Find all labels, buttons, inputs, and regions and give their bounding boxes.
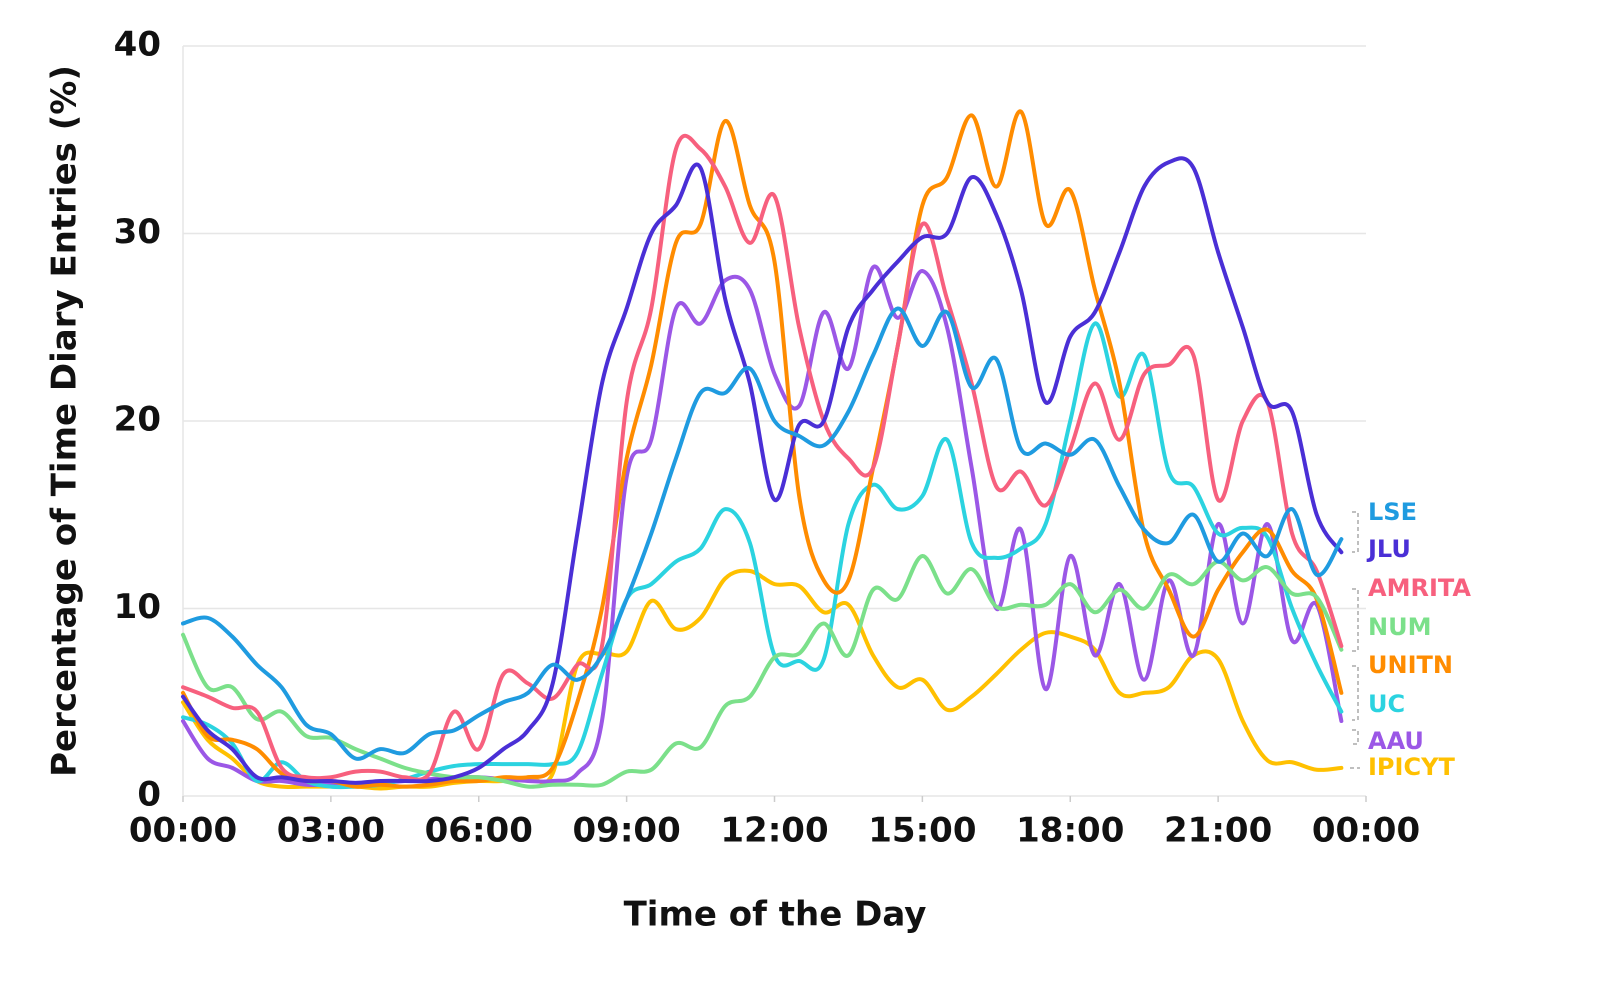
y-tick-label: 40 [114,25,161,65]
bracket [1352,511,1359,553]
series-line [181,133,1344,782]
y-tick-label: 0 [137,775,161,815]
bracket [1352,665,1359,721]
x-tick-label: 18:00 [1016,811,1124,851]
x-tick-label: 15:00 [868,811,976,851]
y-axis-title: Percentage of Time Diary Entries (%) [45,65,85,777]
series-line [181,554,1344,789]
y-tick-label: 30 [114,212,161,252]
x-tick-label: 06:00 [425,811,533,851]
x-tick-label: 09:00 [573,811,681,851]
x-tick-label: 00:00 [1312,811,1420,851]
legend-label: UNITN [1368,651,1453,679]
series-line [181,156,1344,785]
legend-label: JLU [1366,535,1411,563]
bracket [1352,588,1359,652]
legend-label: AMRITA [1368,574,1471,602]
x-tick-label: 12:00 [720,811,828,851]
series-line [181,109,1344,789]
y-tick-label: 20 [114,400,161,440]
legend-brackets [1350,511,1360,769]
y-tick-label: 10 [114,587,161,627]
legend-label: UC [1368,690,1405,718]
legend-label: IPICYT [1368,753,1455,781]
x-tick-label: 00:00 [129,811,237,851]
legend-label: LSE [1368,498,1417,526]
legend-label: NUM [1368,613,1431,641]
series-line [181,306,1344,761]
legend-label: AAU [1368,727,1424,755]
x-tick-label: 21:00 [1164,811,1272,851]
x-axis-title: Time of the Day [624,895,927,935]
x-tick-label: 03:00 [277,811,385,851]
series-line [181,264,1344,788]
bracket [1352,729,1359,745]
